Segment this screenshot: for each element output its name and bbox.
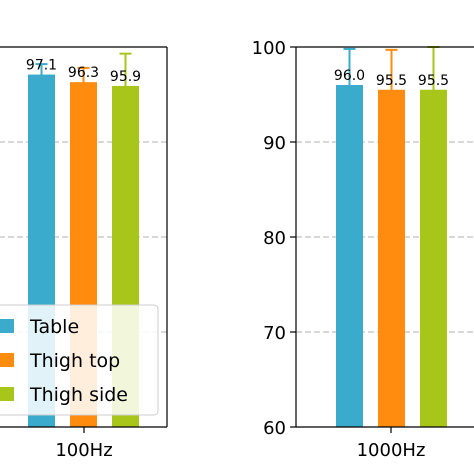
data-label: 97.1 [26,58,57,74]
y-tick-label: 60 [263,418,286,439]
x-tick-label: 1000Hz [357,440,426,461]
legend-label: Table [29,316,79,338]
data-label: 96.3 [68,65,99,81]
bar-table [336,85,363,427]
legend-swatch [0,319,14,333]
legend-box [0,304,159,416]
legend-swatch [0,387,14,401]
chart-panel-100hz: 97.1 96.3 95.9 100Hz Table Thigh top Thigh sid… [0,46,168,461]
legend-label: Thigh side [29,384,128,406]
data-label: 95.5 [376,73,407,89]
y-tick-label: 80 [263,228,286,249]
y-tick-label: 70 [263,323,286,344]
legend-swatch [0,353,14,367]
data-label: 96.0 [334,68,365,84]
bar-thigh-top [378,89,405,427]
data-label: 95.9 [110,69,141,85]
y-tick-label: 90 [263,133,286,154]
y-tick-label: 100 [252,38,286,59]
bar-thigh-side [420,89,447,427]
legend: Table Thigh top Thigh side [0,304,159,416]
chart-panel-1000hz: 96.0 95.5 95.5 1000Hz 60 70 80 90 100 [252,38,474,461]
data-label: 95.5 [418,73,449,89]
legend-label: Thigh top [29,350,120,372]
x-tick-label: 100Hz [55,440,112,461]
